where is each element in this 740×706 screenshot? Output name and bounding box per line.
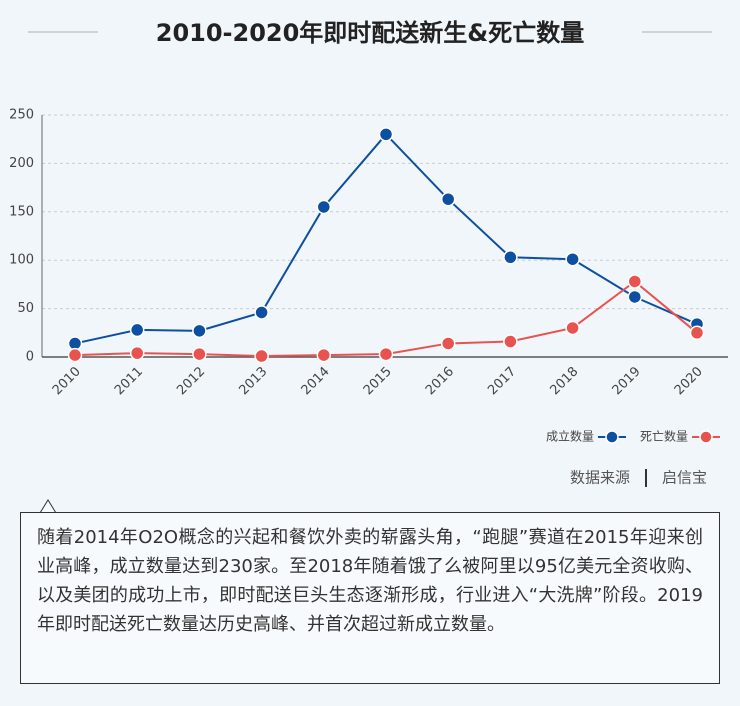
x-tick-label: 2020: [672, 364, 706, 398]
source-label: 数据来源: [570, 469, 630, 487]
note: 随着2014年O2O概念的兴起和餐饮外卖的崭露头角，“跑腿”赛道在2015年迎来…: [20, 512, 720, 684]
marker: [254, 348, 269, 364]
y-tick-label: 150: [9, 204, 34, 219]
marker: [378, 127, 394, 142]
marker: [627, 289, 643, 305]
legend-marker: [605, 430, 619, 444]
marker: [129, 322, 145, 338]
marker: [316, 347, 332, 363]
y-tick-label: 100: [9, 253, 34, 268]
chart-title: 2010-2020年即时配送新生&死亡数量: [156, 19, 584, 47]
x-tick-label: 2018: [547, 364, 581, 398]
marker: [565, 320, 580, 336]
marker: [192, 346, 207, 362]
y-tick-label: 0: [26, 350, 34, 365]
legend-label: 死亡数量: [640, 429, 688, 444]
y-tick-label: 250: [9, 108, 34, 123]
separator: [645, 469, 647, 487]
marker: [254, 305, 269, 320]
marker: [689, 325, 705, 341]
marker: [440, 336, 456, 351]
marker: [503, 250, 518, 265]
y-tick-label: 200: [9, 156, 34, 171]
x-tick-label: 2013: [236, 364, 270, 398]
marker: [565, 251, 580, 267]
x-tick-label: 2019: [610, 364, 644, 398]
y-tick-label: 50: [17, 301, 34, 316]
x-tick-label: 2010: [50, 364, 84, 398]
marker: [440, 191, 456, 207]
x-tick-label: 2016: [423, 364, 457, 398]
marker: [129, 345, 145, 361]
line: [74, 280, 698, 358]
marker: [316, 199, 332, 215]
callout-pointer: [40, 499, 57, 513]
marker: [192, 323, 207, 339]
x-tick-label: 2015: [361, 364, 395, 398]
x-tick-label: 2014: [299, 364, 333, 398]
x-tick-label: 2017: [485, 364, 519, 398]
marker: [627, 274, 643, 289]
legend-marker: [699, 430, 713, 444]
marker: [378, 346, 394, 362]
source: 启信宝: [662, 469, 707, 487]
x-tick-label: 2011: [112, 364, 146, 398]
marker: [503, 334, 518, 349]
line: [74, 132, 698, 345]
x-tick-label: 2012: [174, 364, 208, 398]
legend-label: 成立数量: [546, 429, 594, 444]
marker: [67, 347, 83, 363]
